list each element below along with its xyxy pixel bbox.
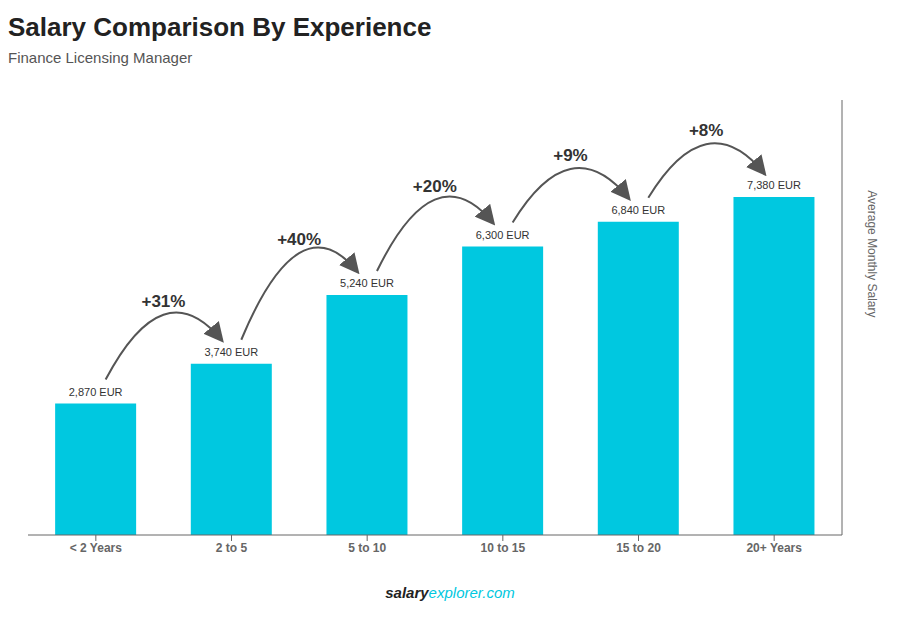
- html-text:salary explorer.com: salary explorer.com: [385, 584, 515, 601]
- svg-text:< 2 Years: < 2 Years: [70, 541, 122, 555]
- svg-text:5 to 10: 5 to 10: [348, 541, 386, 555]
- svg-text:3,740 EUR: 3,740 EUR: [204, 346, 258, 358]
- svg-text:15 to 20: 15 to 20: [616, 541, 661, 555]
- svg-text:2,870 EUR: 2,870 EUR: [69, 386, 123, 398]
- svg-text:5,240 EUR: 5,240 EUR: [340, 277, 394, 289]
- svg-text:20+ Years: 20+ Years: [746, 541, 802, 555]
- svg-text:6,300 EUR: 6,300 EUR: [476, 229, 530, 241]
- svg-text:+40%: +40%: [277, 230, 321, 249]
- svg-text:+9%: +9%: [553, 146, 588, 165]
- svg-text:+31%: +31%: [141, 292, 185, 311]
- svg-text:+8%: +8%: [689, 121, 724, 140]
- html-text:Salary Comparison By Experienc: Salary Comparison By Experience: [8, 12, 432, 42]
- svg-text:10 to 15: 10 to 15: [480, 541, 525, 555]
- svg-text:7,380 EUR: 7,380 EUR: [747, 179, 801, 191]
- html-text:Finance Licensing Manager: Finance Licensing Manager: [8, 49, 193, 66]
- svg-text:+20%: +20%: [413, 177, 457, 196]
- svg-text:Average Monthly Salary: Average Monthly Salary: [865, 190, 879, 317]
- svg-text:6,840 EUR: 6,840 EUR: [611, 204, 665, 216]
- svg-text:2 to 5: 2 to 5: [216, 541, 248, 555]
